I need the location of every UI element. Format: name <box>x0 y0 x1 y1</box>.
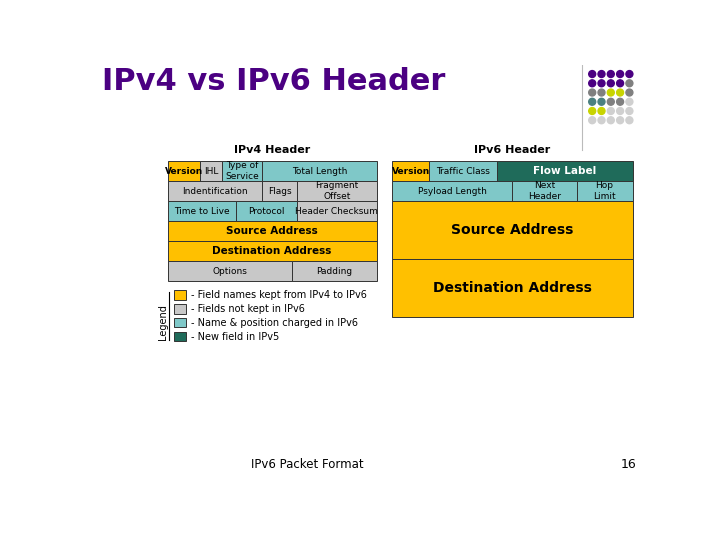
FancyBboxPatch shape <box>297 201 377 221</box>
FancyBboxPatch shape <box>577 181 632 201</box>
Text: Next
Header: Next Header <box>528 181 561 201</box>
FancyBboxPatch shape <box>429 161 497 181</box>
Text: Indentification: Indentification <box>182 187 248 195</box>
Circle shape <box>626 107 633 114</box>
Circle shape <box>598 107 605 114</box>
FancyBboxPatch shape <box>174 318 186 327</box>
Text: - Name & position charged in IPv6: - Name & position charged in IPv6 <box>191 318 358 328</box>
Circle shape <box>616 80 624 87</box>
Circle shape <box>598 117 605 124</box>
FancyBboxPatch shape <box>174 332 186 341</box>
FancyBboxPatch shape <box>168 241 377 261</box>
Circle shape <box>616 107 624 114</box>
Text: Version: Version <box>165 166 203 176</box>
Text: 16: 16 <box>621 458 636 471</box>
FancyBboxPatch shape <box>168 181 262 201</box>
FancyBboxPatch shape <box>168 201 235 221</box>
Text: Type of
Service: Type of Service <box>225 161 258 181</box>
Text: Version: Version <box>392 166 430 176</box>
FancyBboxPatch shape <box>513 181 577 201</box>
Circle shape <box>626 117 633 124</box>
FancyBboxPatch shape <box>297 181 377 201</box>
FancyBboxPatch shape <box>262 161 377 181</box>
FancyBboxPatch shape <box>174 291 186 300</box>
Text: Total Length: Total Length <box>292 166 347 176</box>
Circle shape <box>607 117 614 124</box>
Circle shape <box>607 71 614 78</box>
Text: Destination Address: Destination Address <box>212 246 332 256</box>
Text: Flow Label: Flow Label <box>533 166 596 176</box>
Circle shape <box>589 80 595 87</box>
Text: IPv4 Header: IPv4 Header <box>234 145 310 156</box>
Text: Header Checksum: Header Checksum <box>295 207 378 215</box>
Circle shape <box>626 89 633 96</box>
Text: Destination Address: Destination Address <box>433 281 592 295</box>
Circle shape <box>616 117 624 124</box>
Circle shape <box>598 89 605 96</box>
Circle shape <box>626 71 633 78</box>
Circle shape <box>598 98 605 105</box>
Text: - Field names kept from IPv4 to IPv6: - Field names kept from IPv4 to IPv6 <box>191 290 366 300</box>
Circle shape <box>598 71 605 78</box>
Circle shape <box>607 80 614 87</box>
FancyBboxPatch shape <box>497 161 632 181</box>
Text: Padding: Padding <box>316 267 352 275</box>
Text: Fragment
Offset: Fragment Offset <box>315 181 359 201</box>
Circle shape <box>626 98 633 105</box>
Text: Options: Options <box>212 267 247 275</box>
Circle shape <box>598 80 605 87</box>
Text: Source Address: Source Address <box>451 223 574 237</box>
Text: IHL: IHL <box>204 166 218 176</box>
Text: IPv4 vs IPv6 Header: IPv4 vs IPv6 Header <box>102 67 445 96</box>
Circle shape <box>589 117 595 124</box>
Text: Flags: Flags <box>268 187 292 195</box>
Text: - New field in IPv5: - New field in IPv5 <box>191 332 279 342</box>
Circle shape <box>626 80 633 87</box>
FancyBboxPatch shape <box>392 181 513 201</box>
FancyBboxPatch shape <box>174 304 186 314</box>
Text: Psyload Length: Psyload Length <box>418 187 487 195</box>
Circle shape <box>616 98 624 105</box>
Text: IPv6 Header: IPv6 Header <box>474 145 551 156</box>
Text: - Fields not kept in IPv6: - Fields not kept in IPv6 <box>191 304 305 314</box>
Text: IPv6 Packet Format: IPv6 Packet Format <box>251 458 364 471</box>
FancyBboxPatch shape <box>168 221 377 241</box>
FancyBboxPatch shape <box>200 161 222 181</box>
FancyBboxPatch shape <box>392 201 632 259</box>
FancyBboxPatch shape <box>222 161 262 181</box>
Text: Time to Live: Time to Live <box>174 207 230 215</box>
Circle shape <box>589 89 595 96</box>
Circle shape <box>616 89 624 96</box>
Circle shape <box>616 71 624 78</box>
Text: Legend: Legend <box>158 304 168 340</box>
Circle shape <box>589 71 595 78</box>
Text: Source Address: Source Address <box>226 226 318 236</box>
FancyBboxPatch shape <box>292 261 377 281</box>
FancyBboxPatch shape <box>168 161 200 181</box>
FancyBboxPatch shape <box>168 261 292 281</box>
Circle shape <box>589 98 595 105</box>
Text: Protocol: Protocol <box>248 207 284 215</box>
Text: Traffic Class: Traffic Class <box>436 166 490 176</box>
Circle shape <box>607 89 614 96</box>
Circle shape <box>607 107 614 114</box>
FancyBboxPatch shape <box>262 181 297 201</box>
FancyBboxPatch shape <box>392 259 632 316</box>
Circle shape <box>589 107 595 114</box>
FancyBboxPatch shape <box>392 161 429 181</box>
FancyBboxPatch shape <box>235 201 297 221</box>
Text: Hop
Limit: Hop Limit <box>593 181 616 201</box>
Circle shape <box>607 98 614 105</box>
